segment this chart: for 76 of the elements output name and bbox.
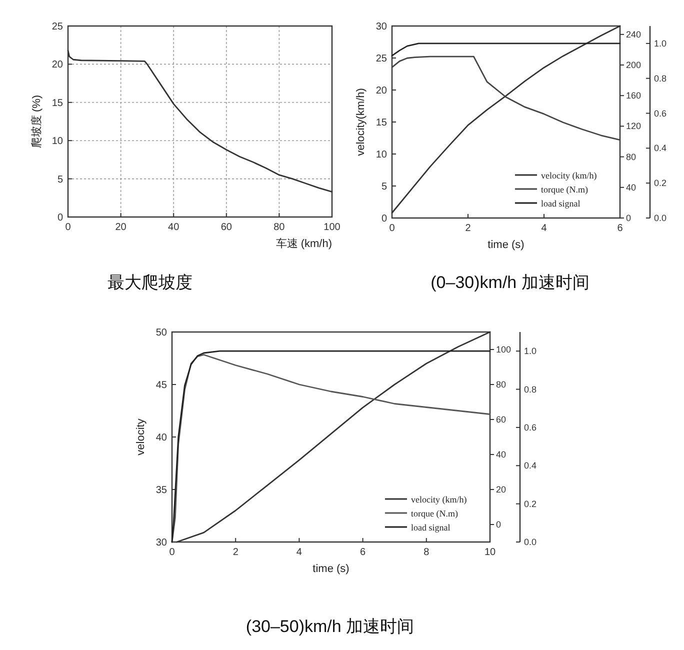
y3-tick-label: 1.0	[654, 38, 667, 48]
y-tick-label: 5	[381, 182, 388, 192]
y-tick-label: 0	[57, 212, 64, 224]
y-tick-label: 10	[376, 150, 388, 160]
text: (0–30)km/h 加速时间	[430, 273, 590, 292]
y-tick-label: 25	[52, 22, 64, 32]
x-tick-label: 40	[168, 222, 180, 233]
y-tick-label: 15	[52, 98, 64, 109]
y3-tick-label: 0.0	[654, 213, 667, 223]
y3-tick-label: 0.0	[524, 537, 537, 547]
y3-tick-label: 0.2	[524, 498, 537, 509]
x-tick-label: 4	[296, 547, 302, 558]
y2-tick-label: 0	[496, 520, 502, 530]
y-tick-label: 45	[156, 380, 168, 391]
legend-label: load signal	[411, 522, 451, 532]
line-series	[391, 42, 621, 56]
y-tick-label: 5	[57, 174, 64, 186]
x-tick-label: 2	[465, 223, 472, 234]
y-tick-label: 40	[156, 432, 168, 444]
x-tick-label: 0	[65, 222, 72, 233]
y-tick-label: 30	[156, 538, 168, 548]
y3-tick-label: 0.4	[524, 460, 537, 471]
x-tick-label: 8	[424, 547, 430, 558]
y2-tick-label: 40	[496, 450, 506, 460]
y2-tick-label: 160	[626, 90, 642, 101]
y-tick-label: 35	[156, 485, 168, 496]
legend-label: torque (N.m)	[541, 184, 588, 194]
y3-tick-label: 0.6	[654, 108, 667, 118]
y-tick-label: 30	[376, 22, 388, 32]
y-tick-label: 50	[156, 328, 168, 338]
x-tick-label: 6	[360, 547, 366, 558]
x-axis-title: time (s)	[488, 239, 524, 251]
y2-tick-label: 120	[626, 121, 642, 132]
text: 最大爬坡度	[108, 273, 192, 292]
y3-tick-label: 0.8	[654, 73, 667, 84]
legend-label: velocity (km/h)	[541, 170, 597, 180]
y2-tick-label: 80	[496, 380, 506, 390]
y2-tick-label: 40	[626, 182, 636, 192]
y-axis-title: velocity	[135, 418, 147, 456]
y2-tick-label: 200	[626, 60, 642, 70]
y-axis-title: 爬坡度 (%)	[30, 94, 43, 148]
x-axis-title: 车速 (km/h)	[276, 237, 332, 250]
y3-tick-label: 1.0	[524, 346, 537, 356]
y-tick-label: 15	[376, 118, 388, 128]
y2-tick-label: 20	[496, 484, 506, 494]
x-tick-label: 10	[484, 547, 496, 558]
y3-tick-label: 0.4	[654, 143, 667, 154]
x-tick-label: 100	[324, 222, 341, 233]
x-axis-title: time (s)	[312, 563, 350, 575]
y2-tick-label: 240	[626, 29, 642, 40]
legend-label: velocity (km/h)	[411, 494, 467, 504]
y2-tick-label: 100	[496, 344, 512, 354]
x-tick-label: 4	[541, 223, 548, 234]
legend-label: torque (N.m)	[411, 508, 458, 518]
x-tick-label: 0	[169, 547, 176, 558]
line-series	[391, 56, 621, 141]
y-tick-label: 0	[381, 214, 388, 224]
legend-label: load signal	[541, 198, 581, 208]
x-tick-label: 20	[115, 222, 127, 233]
x-tick-label: 2	[232, 547, 239, 558]
y2-tick-label: 80	[626, 152, 636, 162]
y-tick-label: 25	[376, 54, 388, 64]
y3-tick-label: 0.6	[524, 422, 537, 432]
y-tick-label: 20	[52, 60, 64, 71]
text: (30–50)km/h 加速时间	[246, 617, 414, 636]
y3-tick-label: 0.8	[524, 384, 537, 394]
x-tick-label: 80	[274, 222, 286, 233]
x-tick-label: 60	[220, 222, 232, 233]
y-tick-label: 10	[52, 136, 64, 148]
y2-tick-label: 60	[496, 414, 506, 424]
x-tick-label: 6	[617, 223, 624, 234]
y-axis-title: velocity(km/h)	[355, 88, 367, 156]
y-tick-label: 20	[376, 86, 388, 96]
y3-tick-label: 0.2	[654, 178, 667, 188]
y2-tick-label: 0	[626, 213, 632, 223]
x-tick-label: 0	[389, 223, 396, 234]
